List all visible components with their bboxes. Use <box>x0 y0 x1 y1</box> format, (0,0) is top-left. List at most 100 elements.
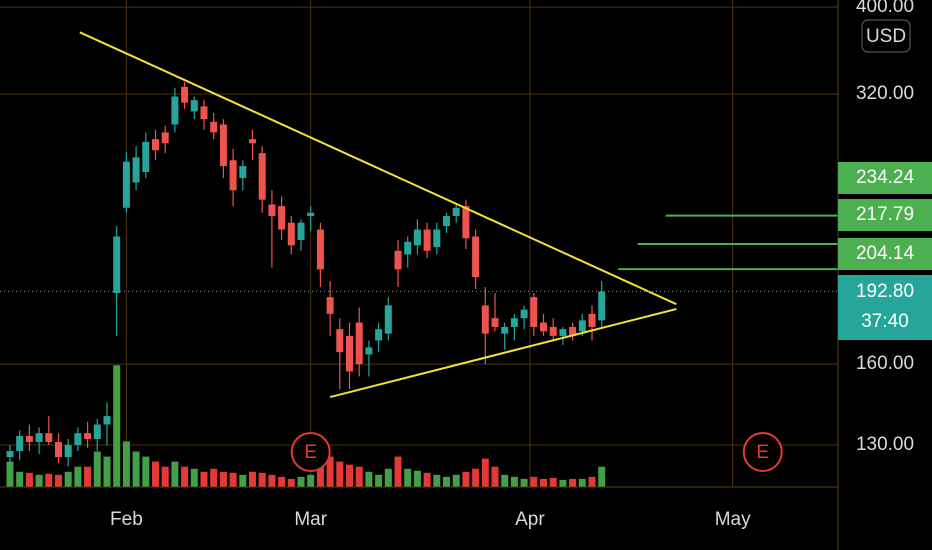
level-label: 204.14 <box>856 243 915 264</box>
axis: 400.00 320.00 160.00 130.00 Feb Mar Apr May 234.… <box>110 0 932 530</box>
y-tick-label: 130.00 <box>856 434 914 455</box>
candle-body <box>219 124 227 167</box>
candle-body <box>394 250 402 270</box>
candle-body <box>287 222 295 246</box>
candle-body <box>452 207 460 216</box>
volume-bar <box>472 468 480 487</box>
volume-bar <box>268 474 276 487</box>
volume-bar <box>384 468 392 487</box>
candle-body <box>6 450 14 458</box>
volume-bar <box>413 470 421 487</box>
candle-body <box>375 329 383 341</box>
y-tick-label: 160.00 <box>856 353 914 374</box>
candle-body <box>559 329 567 336</box>
volume-bar <box>540 478 548 487</box>
candle-body <box>384 305 392 334</box>
volume-bar <box>336 461 344 487</box>
candle-body <box>103 416 111 425</box>
candle-body <box>161 132 169 144</box>
candle-body <box>93 424 101 440</box>
volume-bar <box>433 474 441 487</box>
x-tick-label: May <box>715 509 751 530</box>
volume-bar <box>510 476 518 487</box>
candle-body <box>549 326 557 336</box>
candle-body <box>239 166 247 178</box>
candle-body <box>423 229 431 251</box>
volume-bar <box>16 471 24 487</box>
level-tag <box>838 199 932 231</box>
volume-bar <box>25 472 33 487</box>
level-label: 217.79 <box>856 204 914 225</box>
trendline <box>79 31 677 306</box>
volume-bar <box>452 474 460 487</box>
level-label: 234.24 <box>856 167 915 188</box>
last-price-tag <box>838 275 932 340</box>
volume-bar <box>578 478 586 487</box>
candle-body <box>598 291 606 321</box>
candle-body <box>472 236 480 278</box>
volume-bar <box>210 468 218 487</box>
volume-bar <box>142 456 150 487</box>
candle-body <box>588 313 596 327</box>
volume-bar <box>171 461 179 487</box>
volume-bar <box>239 474 247 487</box>
candle-body <box>530 297 538 327</box>
volume-bar <box>559 479 567 487</box>
volume-bar <box>6 461 14 487</box>
volume-bar <box>297 476 305 487</box>
candle-body <box>365 347 373 355</box>
currency-label: USD <box>866 26 906 47</box>
volume-bar <box>93 451 101 487</box>
event-label: E <box>756 442 769 463</box>
volume-bar <box>54 474 62 487</box>
candle-body <box>336 329 344 353</box>
candle-body <box>248 139 256 144</box>
y-tick-label: 320.00 <box>856 83 914 104</box>
volume-bar <box>307 474 315 487</box>
candle-body <box>74 433 82 445</box>
candle-body <box>316 229 324 270</box>
candle-body <box>200 106 208 120</box>
volume-bar <box>598 466 606 487</box>
candle-body <box>578 320 586 332</box>
volume-bar <box>35 474 43 487</box>
last-price-label: 192.80 <box>856 281 914 302</box>
volume-bar <box>345 464 353 487</box>
candle-body <box>84 433 92 440</box>
candle-body <box>462 206 470 239</box>
candle-body <box>501 326 509 334</box>
volume-pane <box>6 365 606 487</box>
volume-bar <box>181 466 189 487</box>
volume-bar <box>132 451 140 487</box>
trendline <box>329 308 677 399</box>
volume-bar <box>200 471 208 487</box>
countdown-label: 37:40 <box>861 311 909 332</box>
candle-body <box>297 222 305 241</box>
volume-bar <box>404 468 412 487</box>
candle-body <box>491 318 499 327</box>
candle-body <box>481 305 489 334</box>
volume-bar <box>258 472 266 487</box>
event-label: E <box>304 442 317 463</box>
currency-button[interactable] <box>861 19 911 53</box>
candle-body <box>113 236 121 294</box>
volume-bar <box>375 474 383 487</box>
candle-body <box>16 436 24 451</box>
candle-body <box>45 433 53 442</box>
candle-body <box>520 309 528 319</box>
candle-body <box>210 121 218 133</box>
volume-bar <box>122 441 130 487</box>
volume-bar <box>103 456 111 487</box>
candle-body <box>190 100 198 112</box>
volume-bar <box>151 461 159 487</box>
candle-body <box>510 318 518 327</box>
candle-body <box>64 444 72 458</box>
volume-bar <box>355 466 363 487</box>
volume-bar <box>190 468 198 487</box>
candle-body <box>307 212 315 216</box>
volume-bar <box>569 478 577 487</box>
volume-bar <box>530 476 538 487</box>
candle-body <box>326 297 334 314</box>
